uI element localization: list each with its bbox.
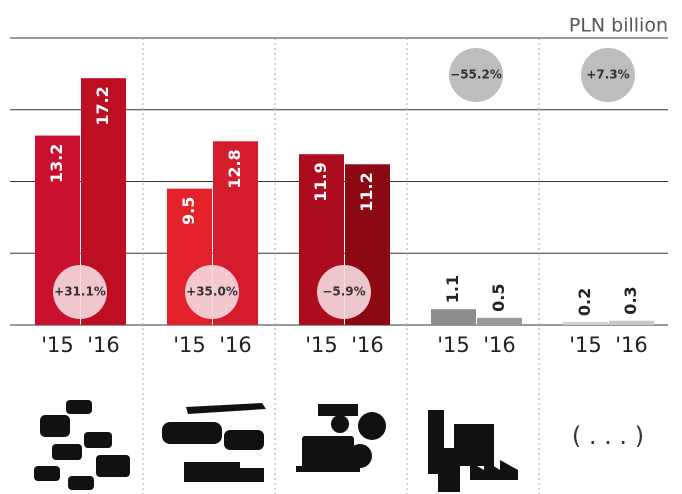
unit-label: PLN billion: [569, 15, 668, 37]
x-tick-label: '15: [173, 333, 206, 357]
value-label: 0.5: [489, 283, 508, 311]
x-tick-label: '16: [615, 333, 648, 357]
x-tick-label: '15: [41, 333, 74, 357]
chart: PLN billion 13.2 '15 17.2 '16 +31.1% 9.5 '15 12…: [0, 0, 682, 494]
x-tick-label: '16: [87, 333, 120, 357]
value-label: 0.2: [575, 288, 594, 316]
change-label: +31.1%: [54, 285, 106, 299]
x-tick-label: '15: [437, 333, 470, 357]
x-tick-label: '15: [569, 333, 602, 357]
value-label: 11.9: [311, 162, 330, 201]
change-label: +35.0%: [186, 285, 238, 299]
x-tick-label: '16: [351, 333, 384, 357]
value-label: 0.3: [621, 286, 640, 314]
icon-text: ( . . . ): [572, 422, 644, 450]
bar: [563, 322, 608, 325]
value-label: 17.2: [93, 86, 112, 125]
bar: [431, 309, 476, 325]
value-label: 13.2: [47, 144, 66, 183]
bar: [477, 318, 522, 325]
x-tick-label: '16: [219, 333, 252, 357]
bar: [609, 321, 654, 325]
x-tick-label: '16: [483, 333, 516, 357]
x-tick-label: '15: [305, 333, 338, 357]
value-label: 11.2: [357, 172, 376, 211]
change-label: −5.9%: [322, 285, 365, 299]
change-label: +7.3%: [586, 68, 629, 82]
change-label: −55.2%: [450, 68, 502, 82]
value-label: 12.8: [225, 149, 244, 188]
icons: [34, 400, 518, 492]
value-label: 9.5: [179, 197, 198, 225]
value-label: 1.1: [443, 275, 462, 303]
